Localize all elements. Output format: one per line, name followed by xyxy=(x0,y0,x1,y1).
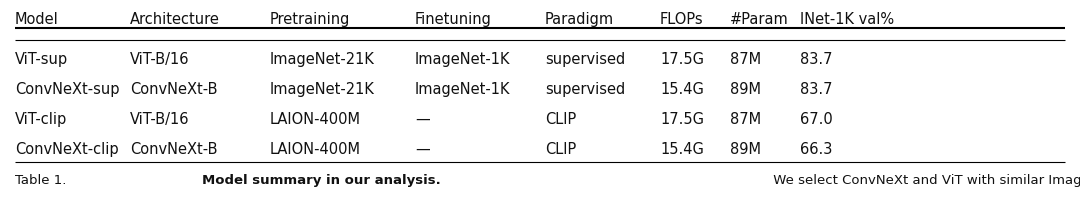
Text: ConvNeXt-B: ConvNeXt-B xyxy=(130,82,217,97)
Text: 89M: 89M xyxy=(730,82,761,97)
Text: ConvNeXt-B: ConvNeXt-B xyxy=(130,142,217,157)
Text: ViT-sup: ViT-sup xyxy=(15,52,68,67)
Text: LAION-400M: LAION-400M xyxy=(270,142,361,157)
Text: ViT-B/16: ViT-B/16 xyxy=(130,112,189,127)
Text: ImageNet-21K: ImageNet-21K xyxy=(270,52,375,67)
Text: 83.7: 83.7 xyxy=(800,52,833,67)
Text: ConvNeXt-clip: ConvNeXt-clip xyxy=(15,142,119,157)
Text: ImageNet-21K: ImageNet-21K xyxy=(270,82,375,97)
Text: 15.4G: 15.4G xyxy=(660,142,704,157)
Text: ConvNeXt-sup: ConvNeXt-sup xyxy=(15,82,120,97)
Text: Table 1.: Table 1. xyxy=(15,174,70,187)
Text: —: — xyxy=(415,142,430,157)
Text: Architecture: Architecture xyxy=(130,12,220,27)
Text: 87M: 87M xyxy=(730,112,761,127)
Text: supervised: supervised xyxy=(545,82,625,97)
Text: 89M: 89M xyxy=(730,142,761,157)
Text: 66.3: 66.3 xyxy=(800,142,833,157)
Text: 87M: 87M xyxy=(730,52,761,67)
Text: 17.5G: 17.5G xyxy=(660,52,704,67)
Text: —: — xyxy=(415,112,430,127)
Text: CLIP: CLIP xyxy=(545,112,577,127)
Text: supervised: supervised xyxy=(545,52,625,67)
Text: Model summary in our analysis.: Model summary in our analysis. xyxy=(202,174,441,187)
Text: We select ConvNeXt and ViT with similar ImageNet accuracies within each training: We select ConvNeXt and ViT with similar … xyxy=(769,174,1080,187)
Text: Finetuning: Finetuning xyxy=(415,12,491,27)
Text: 17.5G: 17.5G xyxy=(660,112,704,127)
Text: LAION-400M: LAION-400M xyxy=(270,112,361,127)
Text: Pretraining: Pretraining xyxy=(270,12,350,27)
Text: #Param: #Param xyxy=(730,12,788,27)
Text: ImageNet-1K: ImageNet-1K xyxy=(415,52,511,67)
Text: 67.0: 67.0 xyxy=(800,112,833,127)
Text: 83.7: 83.7 xyxy=(800,82,833,97)
Text: FLOPs: FLOPs xyxy=(660,12,704,27)
Text: Model: Model xyxy=(15,12,58,27)
Text: CLIP: CLIP xyxy=(545,142,577,157)
Text: Paradigm: Paradigm xyxy=(545,12,615,27)
Text: ViT-clip: ViT-clip xyxy=(15,112,67,127)
Text: ImageNet-1K: ImageNet-1K xyxy=(415,82,511,97)
Text: ViT-B/16: ViT-B/16 xyxy=(130,52,189,67)
Text: 15.4G: 15.4G xyxy=(660,82,704,97)
Text: INet-1K val%: INet-1K val% xyxy=(800,12,894,27)
